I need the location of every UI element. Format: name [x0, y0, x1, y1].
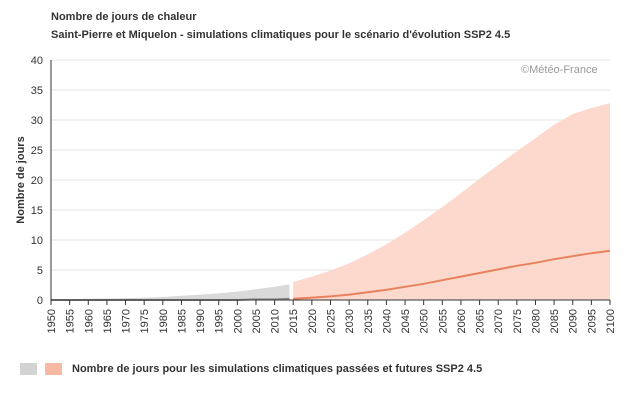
- y-tick-label-30: 30: [31, 115, 43, 127]
- x-tick-label-1975: 1975: [139, 309, 151, 333]
- x-tick-label-1985: 1985: [176, 309, 188, 333]
- x-tick-label-2080: 2080: [531, 309, 543, 333]
- chart-title: Nombre de jours de chaleur: [51, 11, 197, 23]
- x-tick-label-2030: 2030: [344, 309, 356, 333]
- x-tick-label-2100: 2100: [605, 309, 617, 333]
- x-tick-label-1955: 1955: [65, 309, 77, 333]
- y-tick-label-10: 10: [31, 235, 43, 247]
- chart-subtitle: Saint-Pierre et Miquelon - simulations c…: [51, 29, 511, 41]
- x-tick-label-2060: 2060: [456, 309, 468, 333]
- y-tick-label-25: 25: [31, 145, 43, 157]
- series-band-future: [293, 103, 610, 300]
- x-tick-label-2040: 2040: [381, 309, 393, 333]
- x-tick-label-2015: 2015: [288, 309, 300, 333]
- x-tick-label-2085: 2085: [549, 309, 561, 333]
- x-tick-label-2055: 2055: [437, 309, 449, 333]
- legend-swatch-future: [45, 363, 62, 375]
- x-tick-label-2075: 2075: [512, 309, 524, 333]
- x-tick-label-2025: 2025: [326, 309, 338, 333]
- y-tick-label-15: 15: [31, 205, 43, 217]
- x-tick-label-2005: 2005: [251, 309, 263, 333]
- x-tick-label-2050: 2050: [419, 309, 431, 333]
- legend[interactable]: Nombre de jours pour les simulations cli…: [20, 363, 482, 375]
- x-tick-label-2045: 2045: [400, 309, 412, 333]
- x-tick-label-1995: 1995: [214, 309, 226, 333]
- x-tick-label-2095: 2095: [586, 309, 598, 333]
- x-tick-label-2035: 2035: [363, 309, 375, 333]
- x-tick-label-1950: 1950: [46, 309, 58, 333]
- x-tick-label-2070: 2070: [493, 309, 505, 333]
- legend-label: Nombre de jours pour les simulations cli…: [72, 363, 483, 375]
- y-tick-label-20: 20: [31, 175, 43, 187]
- legend-swatch-historical: [20, 363, 37, 375]
- y-tick-label-35: 35: [31, 85, 43, 97]
- x-tick-label-1970: 1970: [121, 309, 133, 333]
- x-tick-label-1960: 1960: [83, 309, 95, 333]
- y-tick-label-0: 0: [37, 295, 43, 307]
- series-median-future: [293, 249, 611, 300]
- x-tick-label-2090: 2090: [568, 309, 580, 333]
- x-tick-label-2020: 2020: [307, 309, 319, 333]
- y-axis-label: Nombre de jours: [15, 136, 27, 223]
- y-tick-label-5: 5: [37, 265, 43, 277]
- x-tick-label-2065: 2065: [475, 309, 487, 333]
- copyright-watermark: ©Météo-France: [521, 64, 598, 76]
- y-tick-label-40: 40: [31, 55, 43, 67]
- series-band-historical: [51, 284, 290, 300]
- x-tick-label-1965: 1965: [102, 309, 114, 333]
- x-tick-label-1990: 1990: [195, 309, 207, 333]
- x-tick-label-1980: 1980: [158, 309, 170, 333]
- x-tick-label-2010: 2010: [270, 309, 282, 333]
- x-tick-label-2000: 2000: [232, 309, 244, 333]
